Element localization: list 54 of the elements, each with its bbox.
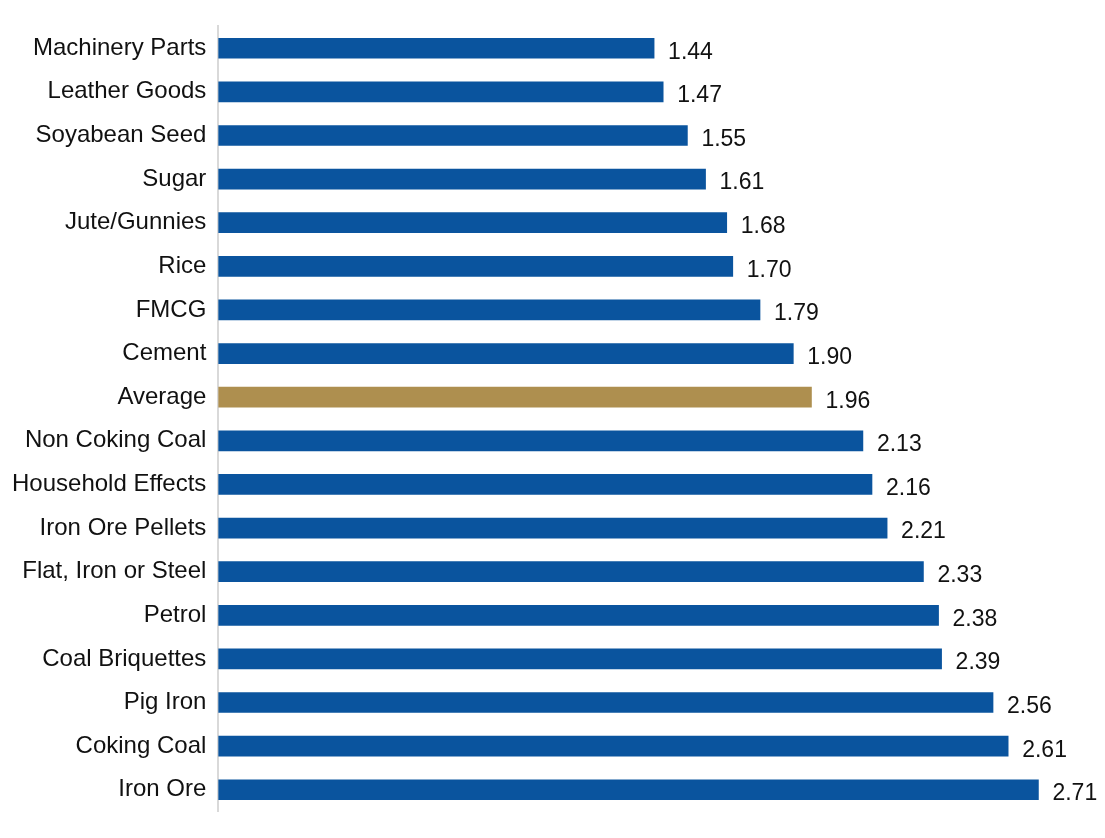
bar [218, 343, 794, 364]
data-label: 1.68 [740, 212, 786, 239]
data-label: 2.13 [876, 430, 922, 457]
data-label: 1.90 [807, 342, 853, 369]
bar [218, 81, 664, 103]
bar [218, 386, 812, 408]
y-tick-label: Pig Iron [123, 687, 207, 715]
data-label: 2.16 [885, 473, 931, 500]
bar [218, 779, 1039, 801]
y-tick-label: Soyabean Seed [35, 120, 207, 148]
y-tick-label: Sugar [142, 163, 207, 191]
data-label: 2.71 [1052, 779, 1098, 806]
bar [218, 735, 1009, 757]
data-label: 2.21 [901, 517, 946, 544]
y-tick-label: Coking Coal [75, 730, 207, 758]
bar [218, 299, 761, 321]
data-label: 2.39 [955, 648, 1001, 675]
bar [218, 604, 939, 626]
bar [218, 255, 734, 277]
data-label: 2.61 [1022, 735, 1067, 762]
data-label: 1.96 [825, 386, 871, 413]
y-tick-label: Non Coking Coal [24, 425, 207, 453]
bar [218, 37, 655, 59]
bar [218, 212, 728, 234]
data-label: 1.44 [668, 37, 714, 64]
y-tick-label: Average [117, 381, 207, 409]
data-label: 1.61 [719, 168, 765, 195]
data-label: 2.56 [1007, 691, 1052, 718]
y-tick-label: Petrol [143, 599, 207, 627]
bar [218, 648, 942, 670]
bar [218, 168, 706, 190]
data-label: 1.70 [746, 255, 792, 282]
bar [218, 474, 873, 495]
y-tick-label: Household Effects [12, 469, 207, 497]
y-tick-label: Leather Goods [47, 76, 207, 104]
y-tick-label: Flat, Iron or Steel [22, 556, 207, 584]
data-label: 2.33 [937, 561, 983, 588]
bar [218, 561, 924, 583]
y-tick-label: FMCG [135, 294, 207, 322]
bar [218, 430, 864, 452]
y-tick-label: Iron Ore [118, 774, 207, 802]
y-tick-label: Coal Briquettes [42, 643, 207, 671]
data-label: 1.79 [774, 299, 819, 326]
bar [218, 517, 888, 539]
data-label: 1.55 [701, 124, 747, 151]
y-tick-label: Machinery Parts [32, 32, 207, 60]
y-tick-label: Jute/Gunnies [64, 207, 207, 235]
y-tick-label: Rice [158, 250, 207, 278]
y-tick-label: Iron Ore Pellets [39, 512, 207, 540]
data-label: 1.47 [677, 81, 722, 108]
data-label: 2.38 [952, 604, 998, 631]
bar [218, 692, 994, 713]
y-tick-label: Cement [122, 338, 207, 366]
bar [218, 125, 688, 146]
